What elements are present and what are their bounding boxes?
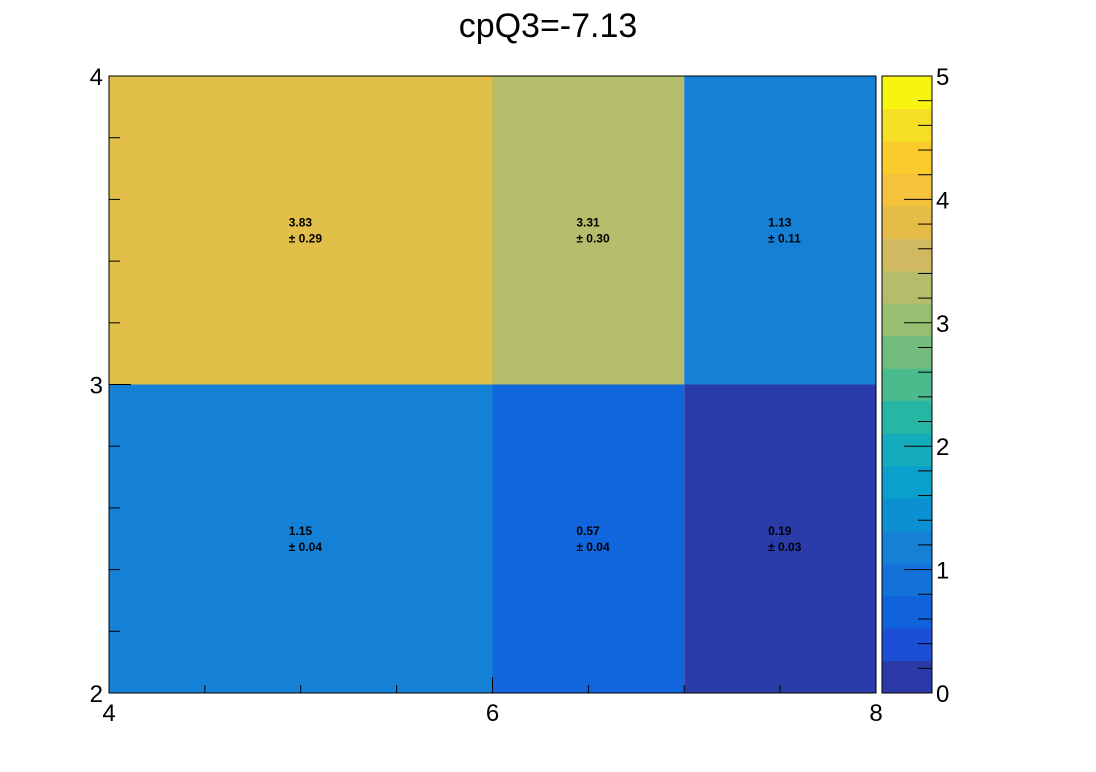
x-tick-label: 8	[869, 700, 882, 727]
cell-error-label: ± 0.04	[289, 540, 323, 554]
color-scale-band	[882, 270, 932, 304]
cell-value-label: 3.31	[576, 215, 600, 229]
color-scale-band	[882, 205, 932, 239]
cell-labels: 1.15 ± 0.04 0.57 ± 0.04 0.19 ± 0.03 3.83 ± 0.29…	[289, 215, 802, 554]
color-scale-band	[882, 76, 932, 109]
cell-error-label: ± 0.29	[289, 231, 323, 245]
z-tick-label: 4	[936, 187, 949, 214]
color-scale-band	[882, 498, 932, 532]
heatmap-cell	[109, 384, 493, 693]
z-tick-label: 2	[936, 434, 949, 461]
cell-error-label: ± 0.03	[768, 540, 802, 554]
color-scale-band	[882, 368, 932, 402]
color-scale-band	[882, 140, 932, 174]
heatmap-cell	[684, 384, 876, 693]
chart-title: cpQ3=-7.13	[459, 7, 638, 45]
heatmap-cell	[492, 76, 685, 385]
color-scale-band	[882, 433, 932, 467]
x-tick-label: 6	[486, 700, 499, 727]
heatmap-cell	[109, 76, 493, 385]
color-scale-band	[882, 660, 932, 694]
z-tick-label: 0	[936, 681, 949, 708]
color-scale-band	[882, 400, 932, 434]
color-scale-axis: 0 1 2 3 4 5	[904, 64, 949, 708]
color-scale-band	[882, 595, 932, 629]
color-scale-band	[882, 303, 932, 337]
y-axis: 2 3 4	[90, 64, 131, 708]
cell-value-label: 0.57	[576, 524, 600, 538]
z-tick-label: 5	[936, 64, 949, 91]
x-axis: 4 6 8	[102, 677, 883, 727]
z-tick-label: 1	[936, 558, 949, 585]
y-tick-label: 2	[90, 681, 103, 708]
cell-value-label: 3.83	[289, 215, 313, 229]
z-tick-label: 3	[936, 311, 949, 338]
heatmap-cell	[492, 384, 685, 693]
y-tick-label: 4	[90, 64, 103, 91]
cell-value-label: 1.15	[289, 524, 313, 538]
y-tick-label: 3	[90, 373, 103, 400]
color-scale-band	[882, 335, 932, 369]
color-scale-bar	[881, 75, 933, 694]
color-scale-band	[882, 563, 932, 597]
heatmap-cells	[109, 76, 876, 693]
cell-error-label: ± 0.30	[576, 231, 610, 245]
cell-value-label: 0.19	[768, 524, 792, 538]
cell-value-label: 1.13	[768, 215, 792, 229]
color-scale-band	[882, 628, 932, 662]
cell-error-label: ± 0.11	[768, 231, 801, 245]
color-scale-band	[882, 173, 932, 207]
cell-error-label: ± 0.04	[576, 540, 610, 554]
color-scale-band	[882, 238, 932, 272]
x-tick-label: 4	[102, 700, 115, 727]
color-scale-band	[882, 530, 932, 564]
heatmap-cell	[684, 76, 876, 385]
